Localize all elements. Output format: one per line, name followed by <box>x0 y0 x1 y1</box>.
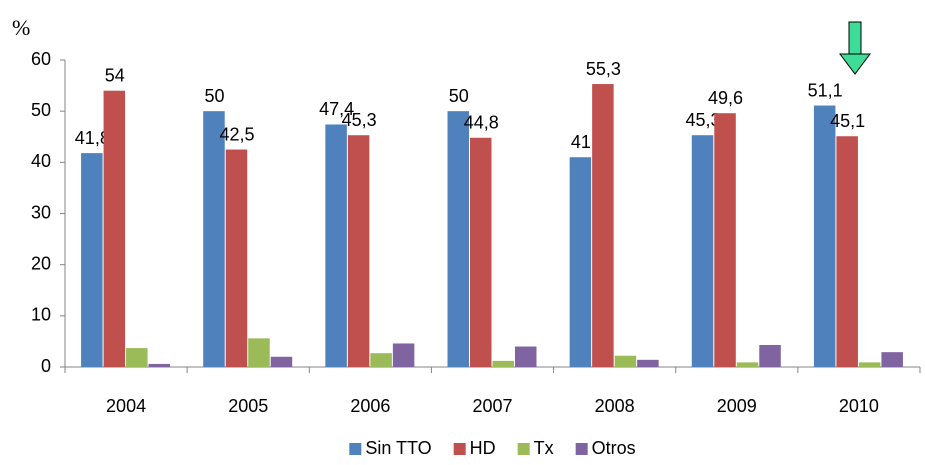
legend-label: HD <box>470 438 496 458</box>
bar <box>447 111 469 368</box>
bar <box>325 124 347 367</box>
bar <box>392 343 415 367</box>
bar <box>370 353 392 367</box>
data-label: 50 <box>449 86 469 106</box>
x-tick-label: 2008 <box>595 396 635 416</box>
bar <box>881 352 903 367</box>
y-axis-label: % <box>12 15 30 40</box>
bar <box>714 113 736 367</box>
bar <box>759 344 781 367</box>
bar <box>515 346 537 367</box>
bar <box>858 362 881 367</box>
y-tick-label: 40 <box>31 151 51 171</box>
bar <box>592 84 614 367</box>
bar <box>836 136 858 367</box>
x-tick-label: 2009 <box>717 396 757 416</box>
data-label: 49,6 <box>708 88 743 108</box>
y-tick-label: 60 <box>31 49 51 69</box>
legend-label: Otros <box>592 438 636 458</box>
legend-swatch <box>349 443 362 455</box>
bar <box>691 135 714 367</box>
y-tick-label: 20 <box>31 253 51 273</box>
y-tick-label: 50 <box>31 100 51 120</box>
arrow-annotation <box>839 21 871 75</box>
x-tick-label: 2004 <box>106 396 146 416</box>
bar <box>248 338 270 367</box>
legend-label: Sin TTO <box>365 438 431 458</box>
bar <box>614 355 637 367</box>
data-label: 41,8 <box>75 128 110 148</box>
data-label: 45,3 <box>342 110 377 130</box>
legend-label: Tx <box>534 438 554 458</box>
data-label: 45,1 <box>830 111 865 131</box>
bar <box>736 362 759 367</box>
bar <box>126 348 148 367</box>
bar <box>637 359 659 367</box>
y-tick-label: 10 <box>31 305 51 325</box>
data-label: 54 <box>105 65 125 85</box>
bar <box>270 356 293 367</box>
x-tick-label: 2007 <box>472 396 512 416</box>
bar <box>225 149 248 367</box>
x-tick-label: 2006 <box>350 396 390 416</box>
bar <box>347 135 370 367</box>
data-label: 44,8 <box>464 113 499 133</box>
data-label: 41 <box>571 132 591 152</box>
data-label: 55,3 <box>586 59 621 79</box>
data-label: 51,1 <box>808 80 843 100</box>
bar <box>569 157 592 367</box>
y-tick-label: 0 <box>41 356 51 376</box>
bar <box>103 90 126 367</box>
data-label: 47,4 <box>319 99 354 119</box>
data-label: 50 <box>204 86 224 106</box>
y-tick-label: 30 <box>31 202 51 222</box>
legend-swatch <box>453 443 466 455</box>
data-label: 42,5 <box>219 124 254 144</box>
x-tick-label: 2010 <box>839 396 879 416</box>
legend-swatch <box>517 443 530 455</box>
bar <box>813 105 836 367</box>
bar <box>81 153 103 367</box>
bar <box>470 137 492 367</box>
data-label: 45,3 <box>686 110 721 130</box>
x-tick-label: 2005 <box>228 396 268 416</box>
bar <box>203 111 225 368</box>
legend-swatch <box>575 443 588 455</box>
bar <box>148 363 171 367</box>
bar <box>492 360 514 367</box>
